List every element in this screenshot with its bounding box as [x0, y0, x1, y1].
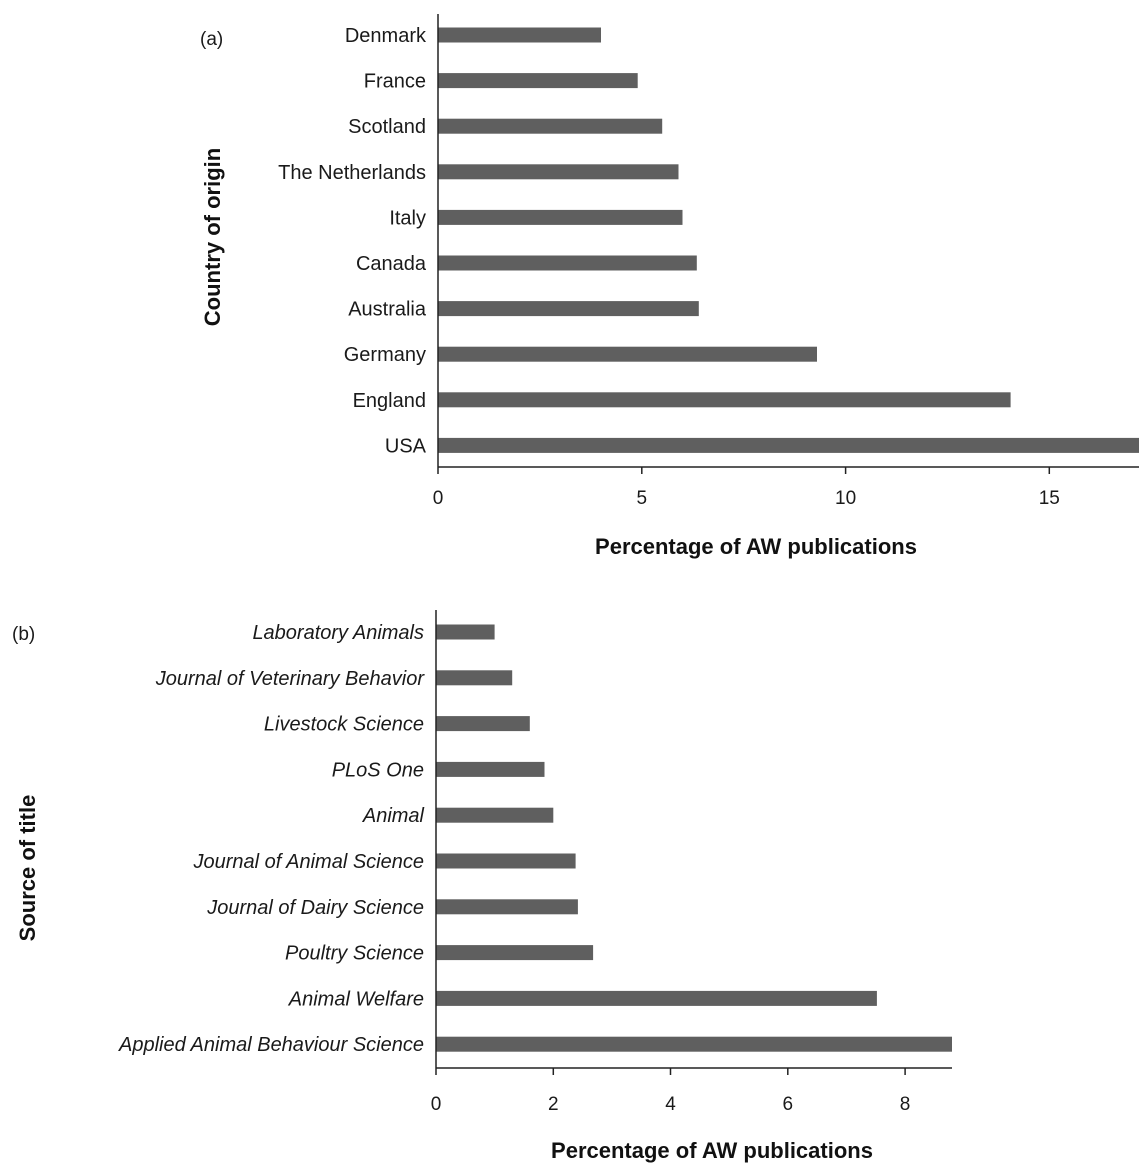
category-label-a-4: Italy [389, 207, 426, 229]
bar-a-3 [438, 164, 679, 180]
bar-a-6 [438, 301, 699, 317]
x-tick-label-b-0: 0 [431, 1094, 442, 1115]
category-label-a-2: Scotland [348, 116, 426, 138]
category-label-b-3: PLoS One [332, 759, 424, 781]
x-axis-title-b: Percentage of AW publications [551, 1138, 873, 1163]
category-label-b-0: Laboratory Animals [252, 622, 424, 644]
bar-a-9 [438, 437, 1139, 453]
bar-b-3 [436, 761, 545, 777]
bar-b-8 [436, 990, 877, 1006]
bar-a-8 [438, 392, 1011, 408]
category-label-b-5: Journal of Animal Science [193, 851, 425, 873]
category-label-a-7: Germany [344, 344, 426, 366]
bar-a-0 [438, 27, 601, 43]
bar-group-b [436, 624, 952, 1052]
category-label-a-9: USA [385, 435, 427, 457]
bar-b-6 [436, 899, 578, 915]
x-tick-label-a-3: 15 [1039, 488, 1060, 509]
panel-label-a: (a) [200, 29, 223, 50]
x-tick-label-b-2: 4 [665, 1094, 676, 1115]
category-label-b-8: Animal Welfare [288, 988, 424, 1010]
panel-label-b: (b) [12, 624, 35, 645]
bar-b-9 [436, 1036, 952, 1052]
x-ticks-a: 0 5 10 15 [433, 467, 1060, 509]
category-label-b-7: Poultry Science [285, 943, 424, 965]
chart-panel-a: (a) Denmark France Scotland The Netherlands… [200, 14, 1139, 559]
category-label-b-1: Journal of Veterinary Behavior [155, 668, 426, 690]
bar-b-2 [436, 716, 530, 732]
bar-b-1 [436, 670, 513, 686]
category-label-b-2: Livestock Science [264, 714, 424, 736]
category-labels-b: Laboratory Animals Journal of Veterinary … [118, 622, 425, 1056]
category-label-a-5: Canada [356, 253, 427, 275]
bar-b-7 [436, 945, 594, 961]
x-tick-label-b-4: 8 [900, 1094, 911, 1115]
x-tick-label-a-0: 0 [433, 488, 444, 509]
category-label-a-3: The Netherlands [278, 162, 426, 184]
category-label-a-1: France [364, 71, 426, 93]
category-label-a-8: England [353, 390, 426, 412]
category-label-b-4: Animal [362, 805, 425, 827]
x-axis-title-a: Percentage of AW publications [595, 534, 917, 559]
bar-a-2 [438, 118, 663, 134]
bar-group-a [438, 27, 1139, 453]
bar-b-4 [436, 807, 554, 823]
category-label-a-0: Denmark [345, 25, 427, 47]
x-tick-label-b-1: 2 [548, 1094, 559, 1115]
bar-a-7 [438, 346, 817, 362]
x-tick-label-b-3: 6 [783, 1094, 794, 1115]
x-tick-label-a-1: 5 [637, 488, 648, 509]
category-label-a-6: Australia [348, 299, 427, 321]
y-axis-title-a: Country of origin [200, 148, 225, 326]
x-tick-label-a-2: 10 [835, 488, 856, 509]
bar-a-5 [438, 255, 697, 271]
category-label-b-6: Journal of Dairy Science [206, 897, 424, 919]
bar-b-5 [436, 853, 576, 869]
bar-a-1 [438, 73, 638, 89]
category-labels-a: Denmark France Scotland The Netherlands Ital… [278, 25, 427, 457]
category-label-b-9: Applied Animal Behaviour Science [118, 1034, 424, 1056]
bar-b-0 [436, 624, 495, 640]
bar-a-4 [438, 209, 683, 225]
y-axis-title-b: Source of title [15, 795, 40, 942]
chart-panel-b: (b) Laboratory Animals Journal of Veterin… [12, 610, 952, 1163]
x-ticks-b: 0 2 4 6 8 [431, 1068, 911, 1115]
